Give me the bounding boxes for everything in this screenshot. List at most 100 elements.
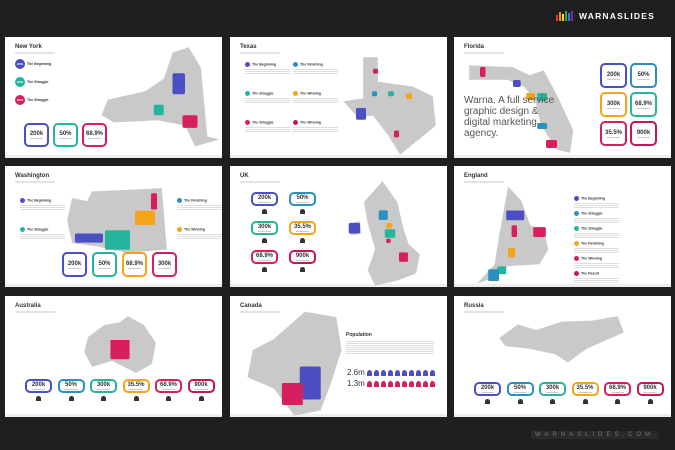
stat-box: 50% <box>92 252 117 277</box>
stat-value: 35.5% <box>293 224 311 230</box>
person-icon <box>381 381 386 387</box>
person-icon <box>262 209 267 214</box>
percent-badge: 20% <box>15 95 25 105</box>
highlighted-region <box>497 266 507 275</box>
highlighted-region <box>513 80 521 87</box>
slide-florida[interactable]: Florida Warna. A full service graphic des… <box>454 37 671 158</box>
highlighted-region <box>372 91 377 97</box>
person-icon <box>416 381 421 387</box>
stat-box: 68.9% <box>630 92 657 117</box>
item-label: The Struggle <box>581 226 603 231</box>
item-description <box>293 97 338 104</box>
stat-box: 68.9% <box>251 250 278 264</box>
population-value: 1.3m <box>347 379 365 388</box>
slide-footer-bar <box>454 284 671 287</box>
item-label: The Beginning <box>27 61 52 66</box>
item-label: The Finishing <box>300 62 323 67</box>
region-map <box>348 181 420 286</box>
stat-box: 68.9% <box>604 382 631 396</box>
stat-caption <box>158 267 171 269</box>
stat-value: 200k <box>257 195 272 201</box>
highlighted-region <box>511 225 517 237</box>
slide-uk[interactable]: UK 200k 50% 300k 35.5% 68.9% 900k <box>230 166 447 287</box>
bullet-icon <box>293 91 298 96</box>
stat-box: 300k <box>152 252 177 277</box>
item-description <box>177 204 222 211</box>
slide-russia[interactable]: Russia 200k 50% 300k 35.5% 68.9% 900k <box>454 296 671 417</box>
bullet-icon <box>574 271 579 276</box>
section-heading: Population <box>346 332 372 338</box>
stat-box: 300k <box>90 379 117 393</box>
slide-england[interactable]: England The Beginning The Struggle The Stru… <box>454 166 671 287</box>
person-icon <box>423 381 428 387</box>
stat-value: 300k <box>257 224 272 230</box>
person-icon <box>367 370 372 376</box>
legend-item: 20% The Beginning <box>15 59 51 69</box>
person-icon <box>68 396 74 401</box>
highlighted-region <box>172 73 185 95</box>
stat-value: 300k <box>606 100 621 107</box>
legend-item: The Beginning <box>20 198 65 211</box>
stat-box: 35.5% <box>122 379 150 393</box>
stat-caption <box>59 138 72 139</box>
stat-box: 50% <box>630 63 657 88</box>
body-text <box>346 340 434 355</box>
highlighted-region <box>537 123 548 129</box>
slide-canada[interactable]: Canada Population 2.6m 1.3m <box>230 296 447 417</box>
stat-caption <box>257 231 272 232</box>
stat-value: 200k <box>29 131 44 137</box>
stat-value: 50% <box>64 382 77 388</box>
person-icon <box>485 399 490 404</box>
stat-caption <box>68 267 81 269</box>
stat-caption <box>606 136 621 138</box>
stat-box: 200k <box>62 252 87 277</box>
slide-new-york[interactable]: New York 20% The Beginning 20% The Struggle 2… <box>5 37 222 158</box>
slide-subtitle <box>240 52 280 54</box>
item-label: The Struggle <box>27 227 49 232</box>
item-description <box>574 247 619 254</box>
slide-subtitle <box>240 311 280 313</box>
stat-caption <box>30 138 43 139</box>
person-icon <box>423 370 428 376</box>
legend-item: The Beginning <box>574 196 619 209</box>
slide-washington[interactable]: Washington The Beginning The Finishing The … <box>5 166 222 287</box>
item-label: The Finishing <box>184 198 207 203</box>
stat-caption <box>161 389 176 390</box>
item-description <box>574 277 619 284</box>
slide-footer-bar <box>230 284 447 287</box>
highlighted-region <box>110 340 130 360</box>
map-shape <box>342 57 437 155</box>
person-icon <box>402 370 407 376</box>
stat-box: 50% <box>506 382 534 396</box>
person-icon <box>430 370 435 376</box>
stat-caption <box>636 78 651 80</box>
stat-value: 35.5% <box>127 382 145 388</box>
item-description <box>574 232 619 239</box>
legend-item: 20% The Struggle <box>15 77 48 87</box>
highlighted-region <box>388 91 394 97</box>
stat-value: 900k <box>636 129 651 136</box>
stat-caption <box>88 138 101 139</box>
item-label: The Struggle <box>252 120 274 125</box>
slide-title: England <box>464 173 488 179</box>
legend-item: The Winning <box>293 120 338 133</box>
item-label: The Struggle <box>27 97 49 102</box>
stat-caption <box>96 389 111 390</box>
map-shape <box>469 64 574 154</box>
slide-texas[interactable]: Texas The Beginning The Finishing The Strug… <box>230 37 447 158</box>
person-icon <box>166 396 171 401</box>
slide-footer-bar <box>230 414 447 417</box>
slide-australia[interactable]: Australia 200k 50% 300k 35.5% 68.9% 900k <box>5 296 222 417</box>
bullet-icon <box>245 91 250 96</box>
stat-caption <box>64 389 78 390</box>
slide-title: Canada <box>240 303 262 309</box>
stat-value: 50% <box>513 385 526 391</box>
highlighted-region <box>299 366 321 400</box>
highlighted-region <box>384 229 396 238</box>
stat-caption <box>257 260 272 261</box>
item-label: The Beginning <box>581 196 606 201</box>
highlighted-region <box>533 227 546 237</box>
stat-value: 50% <box>637 71 650 78</box>
highlighted-region <box>537 93 548 101</box>
stat-box: 50% <box>289 192 316 206</box>
